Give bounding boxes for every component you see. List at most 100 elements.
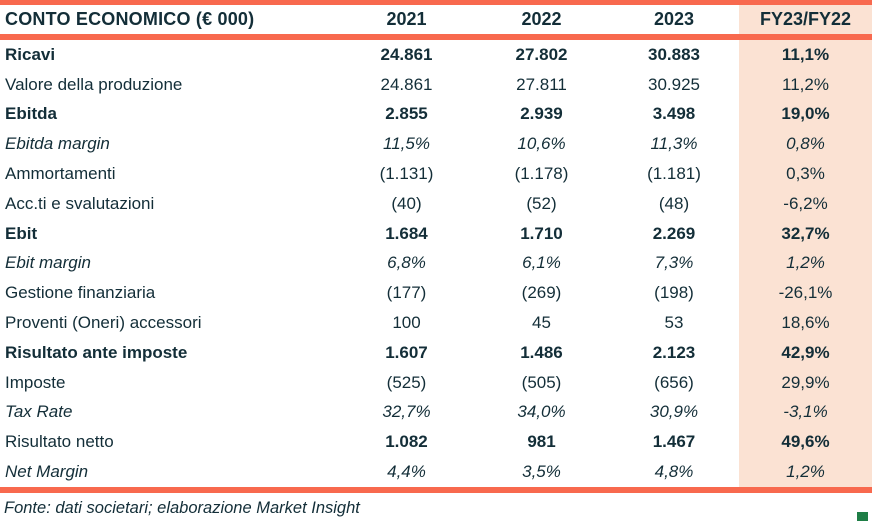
row-label: Risultato netto [5, 432, 114, 452]
row-label: Tax Rate [5, 402, 73, 422]
column-header-delta: FY23/FY22 [739, 5, 872, 34]
cell-delta: 1,2% [739, 457, 872, 487]
row-label: Ebitda margin [5, 134, 110, 154]
table-row: Ebit margin 6,8% 6,1% 7,3% 1,2% [0, 248, 872, 279]
row-label: Gestione finanziaria [5, 283, 156, 303]
cell-2021: 4,4% [387, 462, 426, 482]
row-label: Imposte [5, 372, 66, 392]
cell-2021: (177) [386, 283, 427, 303]
cell-delta: -6,2% [739, 188, 872, 219]
table-row: Imposte (525) (505) (656) 29,9% [0, 367, 872, 398]
cell-2021: 1.082 [385, 432, 428, 452]
cell-2023: 7,3% [654, 253, 694, 273]
table-row: Gestione finanziaria (177) (269) (198) -26,1… [0, 278, 872, 309]
row-label: Ebitda [5, 104, 57, 124]
cell-2023: (656) [654, 372, 694, 392]
row-label: Proventi (Oneri) accessori [5, 313, 202, 333]
cell-2022: 2.939 [520, 104, 563, 124]
cell-2023: 11,3% [650, 134, 698, 154]
cell-2023: 4,8% [654, 462, 694, 482]
table-row: Acc.ti e svalutazioni (40) (52) (48) -6,2% [0, 188, 872, 219]
cell-2023: 2.269 [652, 223, 696, 243]
cell-2022: 3,5% [522, 462, 561, 482]
column-header-2022: 2022 [521, 9, 562, 29]
cell-2021: 24.861 [380, 44, 433, 64]
cell-2021: 2.855 [385, 104, 428, 124]
cell-2022: (52) [526, 193, 557, 213]
cell-2021: (1.131) [379, 164, 434, 184]
row-label: Risultato ante imposte [5, 342, 188, 362]
table-row: Ebitda margin 11,5% 10,6% 11,3% 0,8% [0, 129, 872, 160]
table-row: Risultato ante imposte 1.607 1.486 2.123 42,… [0, 337, 872, 368]
table-body: Ricavi 24.861 27.802 30.883 11,1% Valore dell… [0, 40, 872, 487]
cell-2023: (198) [654, 283, 694, 303]
cell-delta: 29,9% [739, 367, 872, 398]
cell-2021: (525) [386, 372, 427, 392]
cell-delta: 49,6% [739, 427, 872, 458]
cell-2022: (269) [521, 283, 562, 303]
row-label: Ammortamenti [5, 164, 116, 184]
table-row: Ammortamenti (1.131) (1.178) (1.181) 0,3% [0, 159, 872, 189]
row-label: Net Margin [5, 462, 89, 482]
table-row: Tax Rate 32,7% 34,0% 30,9% -3,1% [0, 397, 872, 428]
cell-delta: 19,0% [739, 99, 872, 130]
cell-2023: 30,9% [649, 402, 699, 422]
cell-2022: 27.802 [515, 44, 568, 64]
cell-2021: 32,7% [382, 402, 431, 422]
cell-delta: 11,2% [739, 69, 872, 100]
cell-2023: 53 [664, 313, 684, 333]
row-label: Acc.ti e svalutazioni [5, 193, 155, 213]
cell-2022: 981 [527, 432, 556, 452]
cell-2023: 2.123 [652, 342, 696, 362]
cell-2022: 1.710 [520, 223, 563, 243]
cell-2022: 10,6% [517, 134, 566, 154]
cell-delta: 42,9% [739, 337, 872, 368]
cell-2023: (48) [658, 193, 690, 213]
table-row: Risultato netto 1.082 981 1.467 49,6% [0, 427, 872, 458]
cell-2022: 34,0% [517, 402, 566, 422]
table-row: Net Margin 4,4% 3,5% 4,8% 1,2% [0, 457, 872, 487]
cell-delta: 32,7% [739, 218, 872, 249]
cell-2022: 27.811 [516, 74, 567, 94]
cell-2021: 100 [392, 313, 421, 333]
cell-2022: 1.486 [520, 342, 563, 362]
cell-2021: 6,8% [387, 253, 426, 273]
cell-2021: 1.607 [385, 342, 428, 362]
cell-2021: 11,5% [383, 134, 430, 154]
row-label: Ebit [5, 223, 38, 243]
cell-2023: 3.498 [652, 104, 696, 124]
table-row: Ebit 1.684 1.710 2.269 32,7% [0, 218, 872, 249]
cell-2022: 45 [532, 313, 551, 333]
source-note: Fonte: dati societari; elaborazione Mark… [4, 499, 360, 517]
bottom-rule [0, 487, 872, 493]
table-header-row: CONTO ECONOMICO (€ 000) 2021 2022 2023 F… [0, 5, 872, 34]
row-label: Ebit margin [5, 253, 91, 273]
cell-delta: 0,3% [739, 159, 872, 189]
row-label: Valore della produzione [5, 74, 183, 94]
table-row: Ricavi 24.861 27.802 30.883 11,1% [0, 40, 872, 70]
cell-2023: 1.467 [652, 432, 696, 452]
column-header-2021: 2021 [386, 9, 427, 29]
cell-2021: (40) [391, 193, 422, 213]
column-header-2023: 2023 [653, 9, 695, 29]
brand-mark-square [857, 512, 868, 521]
cell-delta: -26,1% [739, 278, 872, 309]
table-row: Valore della produzione 24.861 27.811 30.92… [0, 69, 872, 100]
table-row: Proventi (Oneri) accessori 100 45 53 18,6% [0, 308, 872, 338]
footer: Fonte: dati societari; elaborazione Mark… [0, 493, 872, 524]
cell-2021: 1.684 [385, 223, 428, 243]
row-label: Ricavi [5, 44, 56, 64]
cell-delta: 1,2% [739, 248, 872, 279]
cell-2023: (1.181) [647, 164, 701, 184]
cell-2023: 30.883 [648, 44, 700, 64]
cell-delta: 11,1% [739, 40, 872, 70]
cell-2023: 30.925 [648, 74, 700, 94]
cell-2022: 6,1% [522, 253, 561, 273]
table-row: Ebitda 2.855 2.939 3.498 19,0% [0, 99, 872, 130]
cell-2021: 24.861 [380, 74, 433, 94]
table-title: CONTO ECONOMICO (€ 000) [5, 9, 255, 29]
cell-delta: 18,6% [739, 308, 872, 338]
cell-2022: (505) [521, 372, 562, 392]
top-rule [0, 0, 872, 5]
header-rule [0, 34, 872, 40]
